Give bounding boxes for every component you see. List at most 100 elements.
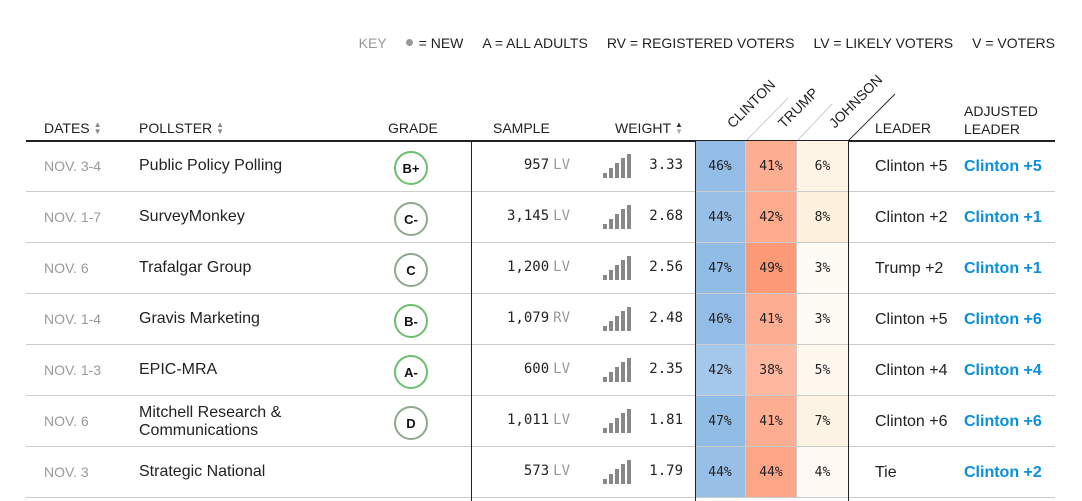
johnson-pct: 7% bbox=[797, 396, 848, 446]
weight-value: 1.79 bbox=[649, 463, 683, 479]
table-row[interactable]: NOV. 6 Mitchell Research & Communication… bbox=[26, 396, 1055, 447]
sample-size: 3,145 LV bbox=[507, 208, 570, 224]
adjusted-leader: Clinton +1 bbox=[964, 260, 1042, 277]
johnson-pct: 6% bbox=[797, 141, 848, 191]
weight-bars-icon bbox=[603, 409, 633, 433]
weight-bars-icon bbox=[603, 256, 633, 280]
weight-value: 2.68 bbox=[649, 208, 683, 224]
sample-value: 1,200 bbox=[506, 259, 550, 275]
population-type: LV bbox=[553, 157, 570, 173]
weight-bars-icon bbox=[603, 154, 633, 178]
weight-value: 2.35 bbox=[649, 361, 683, 377]
weight-bars-icon bbox=[603, 307, 633, 331]
trump-pct: 41% bbox=[746, 396, 797, 446]
grade-badge: A- bbox=[394, 355, 428, 389]
leader-header: LEADER bbox=[875, 120, 932, 136]
header-dividers bbox=[745, 93, 896, 142]
leader: Clinton +5 bbox=[875, 311, 948, 328]
pollster-name: Trafalgar Group bbox=[139, 259, 252, 276]
adjusted-leader: Clinton +6 bbox=[964, 311, 1042, 328]
table-row[interactable]: NOV. 3 Strategic National 573 LV 1.79 44%… bbox=[26, 447, 1055, 498]
sample-size: 1,011 LV bbox=[507, 412, 570, 428]
johnson-pct: 5% bbox=[797, 345, 848, 395]
weight-value: 2.56 bbox=[649, 259, 683, 275]
clinton-pct: 44% bbox=[695, 192, 746, 242]
poll-dates: NOV. 3 bbox=[44, 464, 89, 480]
leader: Clinton +2 bbox=[875, 209, 948, 226]
column-divider bbox=[695, 141, 696, 501]
table-row[interactable]: NOV. 6 Trafalgar Group C 1,200 LV 2.56 47… bbox=[26, 243, 1055, 294]
key-label: KEY bbox=[358, 35, 387, 51]
grade-badge: B- bbox=[394, 304, 428, 338]
sample-value: 600 bbox=[523, 361, 550, 377]
sample-value: 957 bbox=[523, 157, 550, 173]
sample-value: 573 bbox=[523, 463, 550, 479]
adjusted-leader: Clinton +6 bbox=[964, 413, 1042, 430]
pollster-name: Public Policy Polling bbox=[139, 157, 283, 174]
weight-header[interactable]: WEIGHT ▲ ▼ bbox=[615, 120, 683, 136]
adjusted-leader: Clinton +4 bbox=[964, 362, 1042, 379]
column-divider bbox=[848, 141, 849, 501]
weight-value: 3.33 bbox=[649, 157, 683, 173]
trump-pct: 42% bbox=[746, 192, 797, 242]
key-likely: LV = LIKELY VOTERS bbox=[813, 35, 954, 51]
poll-dates: NOV. 6 bbox=[44, 260, 89, 276]
johnson-pct: 3% bbox=[797, 243, 848, 293]
trump-pct: 44% bbox=[746, 447, 797, 497]
new-dot-icon bbox=[405, 39, 413, 46]
pollster-name: Mitchell Research & Communications bbox=[139, 404, 282, 439]
population-type: LV bbox=[553, 208, 570, 224]
leader: Clinton +6 bbox=[875, 413, 948, 430]
table-row[interactable]: NOV. 3-4 Public Policy Polling B+ 957 LV … bbox=[26, 141, 1055, 192]
key-voters: V = VOTERS bbox=[972, 35, 1055, 51]
grade-header: GRADE bbox=[388, 120, 438, 136]
column-divider bbox=[471, 141, 472, 501]
leader: Trump +2 bbox=[875, 260, 944, 277]
grade-badge: B+ bbox=[394, 151, 428, 185]
grade-badge: C- bbox=[394, 202, 428, 236]
leader: Clinton +4 bbox=[875, 362, 948, 379]
population-type: LV bbox=[553, 361, 570, 377]
clinton-pct: 42% bbox=[695, 345, 746, 395]
weight-bars-icon bbox=[603, 460, 633, 484]
poll-dates: NOV. 3-4 bbox=[44, 158, 102, 174]
leader: Tie bbox=[875, 464, 897, 481]
key-registered: RV = REGISTERED VOTERS bbox=[606, 35, 795, 51]
pollster-name: EPIC-MRA bbox=[139, 361, 218, 378]
dates-header[interactable]: DATES ▲ ▼ bbox=[44, 120, 102, 136]
key-legend: KEY = NEW A = ALL ADULTS RV = REGISTERED… bbox=[359, 35, 1055, 51]
table-row[interactable]: NOV. 1-4 Gravis Marketing B- 1,079 RV 2.4… bbox=[26, 294, 1055, 345]
key-new: = NEW bbox=[405, 35, 463, 51]
sample-header: SAMPLE bbox=[493, 120, 550, 136]
weight-header-label: WEIGHT bbox=[615, 120, 671, 136]
pollster-header[interactable]: POLLSTER ▲ ▼ bbox=[139, 120, 224, 136]
key-adults: A = ALL ADULTS bbox=[482, 35, 588, 51]
sample-size: 1,200 LV bbox=[507, 259, 570, 275]
pollster-header-label: POLLSTER bbox=[139, 120, 213, 136]
table-row[interactable]: NOV. 1-7 SurveyMonkey C- 3,145 LV 2.68 44… bbox=[26, 192, 1055, 243]
adjusted-leader: Clinton +1 bbox=[964, 209, 1042, 226]
johnson-pct: 4% bbox=[797, 447, 848, 497]
sort-icon: ▲ ▼ bbox=[93, 120, 102, 136]
poll-dates: NOV. 1-4 bbox=[44, 311, 102, 327]
sort-icon: ▲ ▼ bbox=[216, 120, 225, 136]
table-row[interactable]: NOV. 1-3 EPIC-MRA A- 600 LV 2.35 42% 38% … bbox=[26, 345, 1055, 396]
adjusted-leader: Clinton +2 bbox=[964, 464, 1042, 481]
clinton-pct: 47% bbox=[695, 396, 746, 446]
leader: Clinton +5 bbox=[875, 158, 948, 175]
population-type: LV bbox=[553, 412, 570, 428]
sample-value: 1,011 bbox=[506, 412, 550, 428]
grade-badge: D bbox=[394, 406, 428, 440]
pollster-name: SurveyMonkey bbox=[139, 208, 245, 225]
poll-dates: NOV. 6 bbox=[44, 413, 89, 429]
population-type: RV bbox=[553, 310, 570, 326]
trump-pct: 49% bbox=[746, 243, 797, 293]
johnson-pct: 3% bbox=[797, 294, 848, 344]
johnson-pct: 8% bbox=[797, 192, 848, 242]
clinton-pct: 46% bbox=[695, 141, 746, 191]
clinton-pct: 46% bbox=[695, 294, 746, 344]
sort-icon: ▲ ▼ bbox=[675, 120, 683, 136]
clinton-pct: 47% bbox=[695, 243, 746, 293]
trump-pct: 38% bbox=[746, 345, 797, 395]
population-type: LV bbox=[553, 463, 570, 479]
